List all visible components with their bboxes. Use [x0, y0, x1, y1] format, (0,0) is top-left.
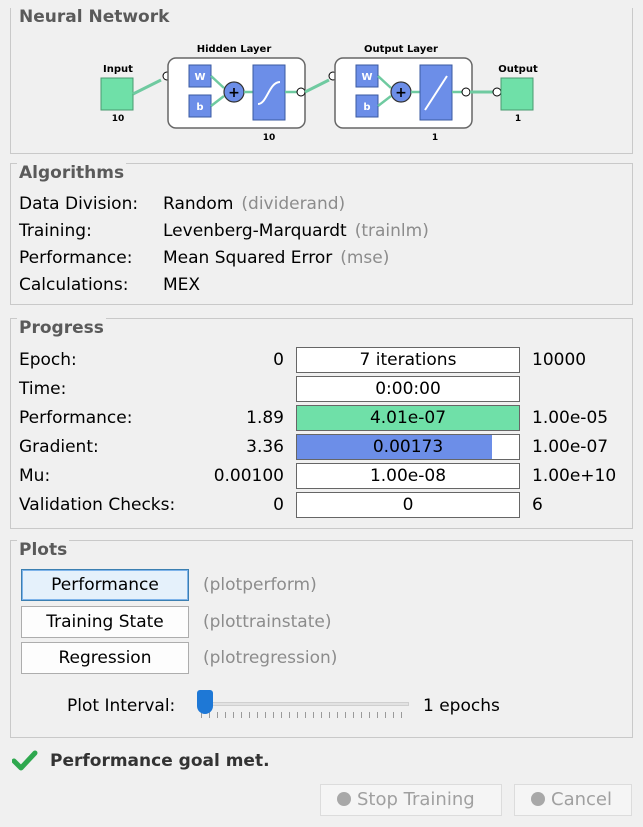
- output-label: Output: [498, 64, 538, 75]
- progress-bar: 0: [296, 492, 520, 518]
- plot-interval-slider[interactable]: [197, 688, 409, 722]
- svg-text:b: b: [363, 102, 370, 113]
- progress-fill: [297, 406, 519, 430]
- progress-label: Mu:: [19, 466, 51, 486]
- algorithm-key: Calculations:: [19, 275, 129, 295]
- svg-text:+: +: [228, 85, 240, 101]
- slider-track: [197, 702, 409, 706]
- svg-text:W: W: [194, 72, 205, 83]
- slider-ticks: [201, 712, 405, 718]
- neural-network-panel: Neural Network Input 10 Hidden Layer W b…: [10, 7, 633, 154]
- progress-row-validation-checks: Validation Checks: 0 0 6: [11, 492, 632, 518]
- progress-fill: [297, 435, 493, 459]
- progress-end: 10000: [532, 350, 587, 370]
- progress-row-performance: Performance: 1.89 4.01e-07 1.00e-05: [11, 405, 632, 431]
- stop-icon: [337, 792, 351, 806]
- algorithms-panel: Algorithms Data Division: Random (divider…: [10, 163, 633, 305]
- algorithm-value: Levenberg-Marquardt: [163, 221, 347, 241]
- progress-value: 4.01e-07: [369, 408, 447, 428]
- slider-thumb[interactable]: [197, 690, 213, 714]
- status-text: Performance goal met.: [50, 751, 270, 771]
- progress-row-epoch: Epoch: 0 7 iterations 10000: [11, 347, 632, 373]
- progress-value: 1.00e-08: [369, 466, 447, 486]
- hidden-size: 10: [263, 133, 276, 143]
- progress-start: 0: [273, 350, 284, 370]
- progress-label: Time:: [19, 379, 67, 399]
- hidden-layer-label: Hidden Layer: [197, 44, 272, 55]
- svg-text:W: W: [361, 72, 372, 83]
- progress-bar: 7 iterations: [296, 347, 520, 373]
- progress-end: 1.00e-05: [532, 408, 609, 428]
- progress-title: Progress: [17, 318, 106, 338]
- network-diagram: Input 10 Hidden Layer W b + 10 Output La…: [100, 44, 538, 143]
- progress-start: 0.00100: [213, 466, 284, 486]
- progress-label: Epoch:: [19, 350, 77, 370]
- algorithm-value: Random: [163, 194, 234, 214]
- progress-row-gradient: Gradient: 3.36 0.00173 1.00e-07: [11, 434, 632, 460]
- cancel-icon: [531, 792, 545, 806]
- plot-regression-button[interactable]: Regression: [21, 642, 189, 674]
- algorithm-key: Performance:: [19, 248, 133, 268]
- progress-start: 0: [273, 495, 284, 515]
- progress-value: 0:00:00: [375, 379, 441, 399]
- progress-start: 3.36: [246, 437, 284, 457]
- progress-bar: 1.00e-08: [296, 463, 520, 489]
- progress-bar: 4.01e-07: [296, 405, 520, 431]
- progress-value: 0: [402, 495, 414, 515]
- output-layer-size: 1: [432, 133, 438, 143]
- plot-performance-fn: (plotperform): [203, 575, 317, 595]
- progress-label: Validation Checks:: [19, 495, 176, 515]
- algorithms-title: Algorithms: [17, 163, 127, 183]
- plot-training-state-button[interactable]: Training State: [21, 606, 189, 638]
- input-label: Input: [103, 64, 133, 75]
- progress-end: 6: [532, 495, 543, 515]
- input-block: [100, 77, 134, 111]
- progress-bar: 0.00173: [296, 434, 520, 460]
- algorithm-fn: (trainlm): [354, 221, 429, 241]
- plot-training-state-fn: (plottrainstate): [203, 612, 332, 632]
- progress-value: 7 iterations: [359, 350, 457, 370]
- algorithm-fn: (dividerand): [241, 194, 346, 214]
- stop-training-button[interactable]: Stop Training: [320, 784, 502, 816]
- plot-interval-label: Plot Interval:: [67, 696, 176, 716]
- cancel-button[interactable]: Cancel: [514, 784, 632, 816]
- progress-value: 0.00173: [372, 437, 444, 457]
- plot-performance-button[interactable]: Performance: [21, 569, 189, 601]
- progress-label: Performance:: [19, 408, 133, 428]
- algorithm-key: Training:: [19, 221, 92, 241]
- cancel-label: Cancel: [551, 789, 612, 810]
- algorithm-key: Data Division:: [19, 194, 139, 214]
- input-size: 10: [112, 114, 125, 124]
- algorithm-value: Mean Squared Error: [163, 248, 333, 268]
- progress-end: 1.00e+10: [532, 466, 617, 486]
- plot-regression-fn: (plotregression): [203, 648, 338, 668]
- checkmark-icon: [12, 750, 38, 771]
- progress-end: 1.00e-07: [532, 437, 609, 457]
- output-size: 1: [515, 114, 521, 124]
- output-block: [500, 77, 534, 111]
- plot-interval-value: 1 epochs: [423, 696, 500, 716]
- stop-training-label: Stop Training: [357, 789, 475, 810]
- algorithm-value: MEX: [163, 275, 201, 295]
- svg-text:+: +: [395, 85, 407, 101]
- plots-title: Plots: [17, 540, 70, 560]
- algorithm-fn: (mse): [340, 248, 390, 268]
- progress-start: 1.89: [246, 408, 284, 428]
- progress-row-time: Time: 0:00:00: [11, 376, 632, 402]
- progress-label: Gradient:: [19, 437, 99, 457]
- plots-panel: Plots Performance (plotperform) Training…: [10, 540, 633, 738]
- progress-bar: 0:00:00: [296, 376, 520, 402]
- neural-network-title: Neural Network: [17, 7, 172, 27]
- progress-row-mu: Mu: 0.00100 1.00e-08 1.00e+10: [11, 463, 632, 489]
- progress-panel: Progress Epoch: 0 7 iterations 10000 Tim…: [10, 318, 633, 529]
- output-layer-label: Output Layer: [364, 44, 438, 55]
- svg-text:b: b: [196, 102, 203, 113]
